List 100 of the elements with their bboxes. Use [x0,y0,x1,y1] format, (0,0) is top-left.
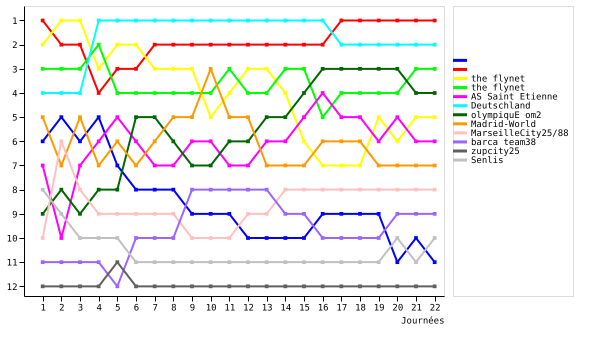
point [171,236,176,240]
point [414,139,418,144]
point [283,91,288,95]
point [358,212,362,216]
point [190,284,194,288]
x-tick-label: 3 [78,304,84,314]
point [358,164,362,168]
point [208,18,213,22]
point [134,236,138,240]
x-tick-label: 19 [374,304,385,314]
x-tick-label: 7 [152,304,158,314]
point [134,66,138,71]
x-tick-label: 17 [336,304,348,314]
y-tick-label: 6 [12,138,18,148]
point [190,188,194,192]
x-tick-label: 15 [299,304,310,314]
point [376,164,381,168]
point [96,236,101,240]
point [302,139,306,144]
point [264,236,269,240]
point [190,212,194,216]
point [227,236,232,240]
point [227,164,232,168]
point [246,284,250,288]
x-tick-label: 13 [262,304,273,314]
point [395,164,400,168]
point [414,236,418,240]
point [78,18,82,22]
point [246,139,250,144]
x-tick-label: 9 [190,304,196,314]
y-tick-label: 9 [12,210,18,220]
legend-label: Senlis [471,156,504,166]
point [432,91,437,95]
point [414,115,418,120]
point [302,115,306,120]
point [358,139,362,144]
y-tick-label: 4 [12,90,18,100]
point [320,164,325,168]
point [134,115,138,120]
point [190,66,194,71]
point [339,236,344,240]
point [432,164,437,168]
point [302,236,306,240]
point [190,139,194,144]
point [59,164,64,168]
x-axis-title: Journées [401,316,444,326]
point [59,236,64,240]
point [246,66,250,71]
point [227,91,232,95]
legend-label: olympiquE om2 [471,110,542,121]
point [134,139,138,144]
point [246,212,250,216]
x-tick-label: 2 [59,304,65,314]
x-tick-label: 12 [243,304,254,314]
point [40,91,45,95]
point [78,139,82,144]
legend-label: the flynet [471,84,526,94]
point [414,212,418,216]
point [40,18,45,22]
point [208,236,213,240]
point [414,91,418,95]
point [190,91,194,95]
point [320,236,325,240]
point [414,42,418,47]
point [171,164,176,168]
x-tick-label: 10 [206,304,217,314]
point [358,115,362,120]
point [190,18,194,22]
point [115,236,120,240]
point [302,284,306,288]
legend-label: Deutschland [471,102,531,112]
point [283,236,288,240]
point [339,18,344,22]
legend-label: Madrid-World [471,120,536,130]
point [115,164,120,168]
x-tick-label: 1 [40,304,46,314]
point [395,18,400,22]
point [208,164,213,168]
point [78,260,82,264]
point [40,164,45,168]
point [302,212,306,216]
point [78,164,82,168]
point [78,284,82,288]
point [264,164,269,168]
point [152,164,157,168]
point [302,66,306,71]
point [414,284,418,288]
legend-label: MarseilleCity25/88 [471,128,569,139]
point [78,188,82,192]
point [134,260,138,264]
point [152,236,157,240]
point [152,18,157,22]
y-tick-label: 8 [12,186,18,196]
point [190,42,194,47]
point [190,164,194,168]
legend-label: AS Saint Etienne [471,92,558,103]
point [134,91,138,95]
legend-label: barca team38 [471,138,536,148]
point [152,91,157,95]
point [302,91,306,95]
